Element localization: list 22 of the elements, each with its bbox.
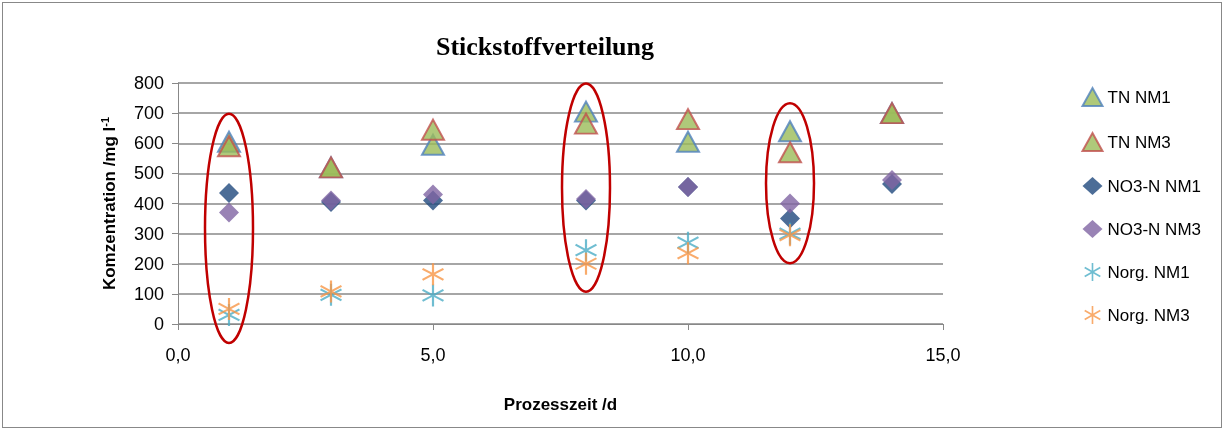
legend-label: NO3-N NM1 [1107, 176, 1202, 196]
x-tick-label: 10,0 [670, 345, 706, 365]
x-tick-label: 5,0 [420, 345, 446, 365]
y-tick-label: 300 [133, 223, 164, 244]
x-tick-label: 15,0 [925, 345, 961, 365]
y-tick-label: 500 [133, 163, 164, 184]
y-tick-label: 200 [133, 253, 164, 274]
legend-label: NO3-N NM3 [1107, 219, 1202, 239]
y-axis-title: Komzentration /mg l-1 [98, 116, 119, 291]
legend-label: Norg. NM3 [1107, 305, 1190, 325]
y-tick-label: 600 [133, 133, 164, 154]
chart-title: Stickstoffverteilung [435, 31, 655, 61]
legend-label: TN NM3 [1107, 132, 1171, 152]
legend-label: TN NM1 [1107, 87, 1171, 107]
legend-label: Norg. NM1 [1107, 262, 1190, 282]
x-tick-label: 0,0 [165, 345, 191, 365]
y-tick-label: 0 [153, 314, 164, 334]
y-tick-label: 800 [133, 73, 164, 93]
y-tick-label: 700 [133, 103, 164, 124]
y-tick-label: 400 [133, 193, 164, 214]
x-axis-title: Prozesszeit /d [503, 395, 618, 414]
y-tick-label: 100 [133, 283, 164, 304]
